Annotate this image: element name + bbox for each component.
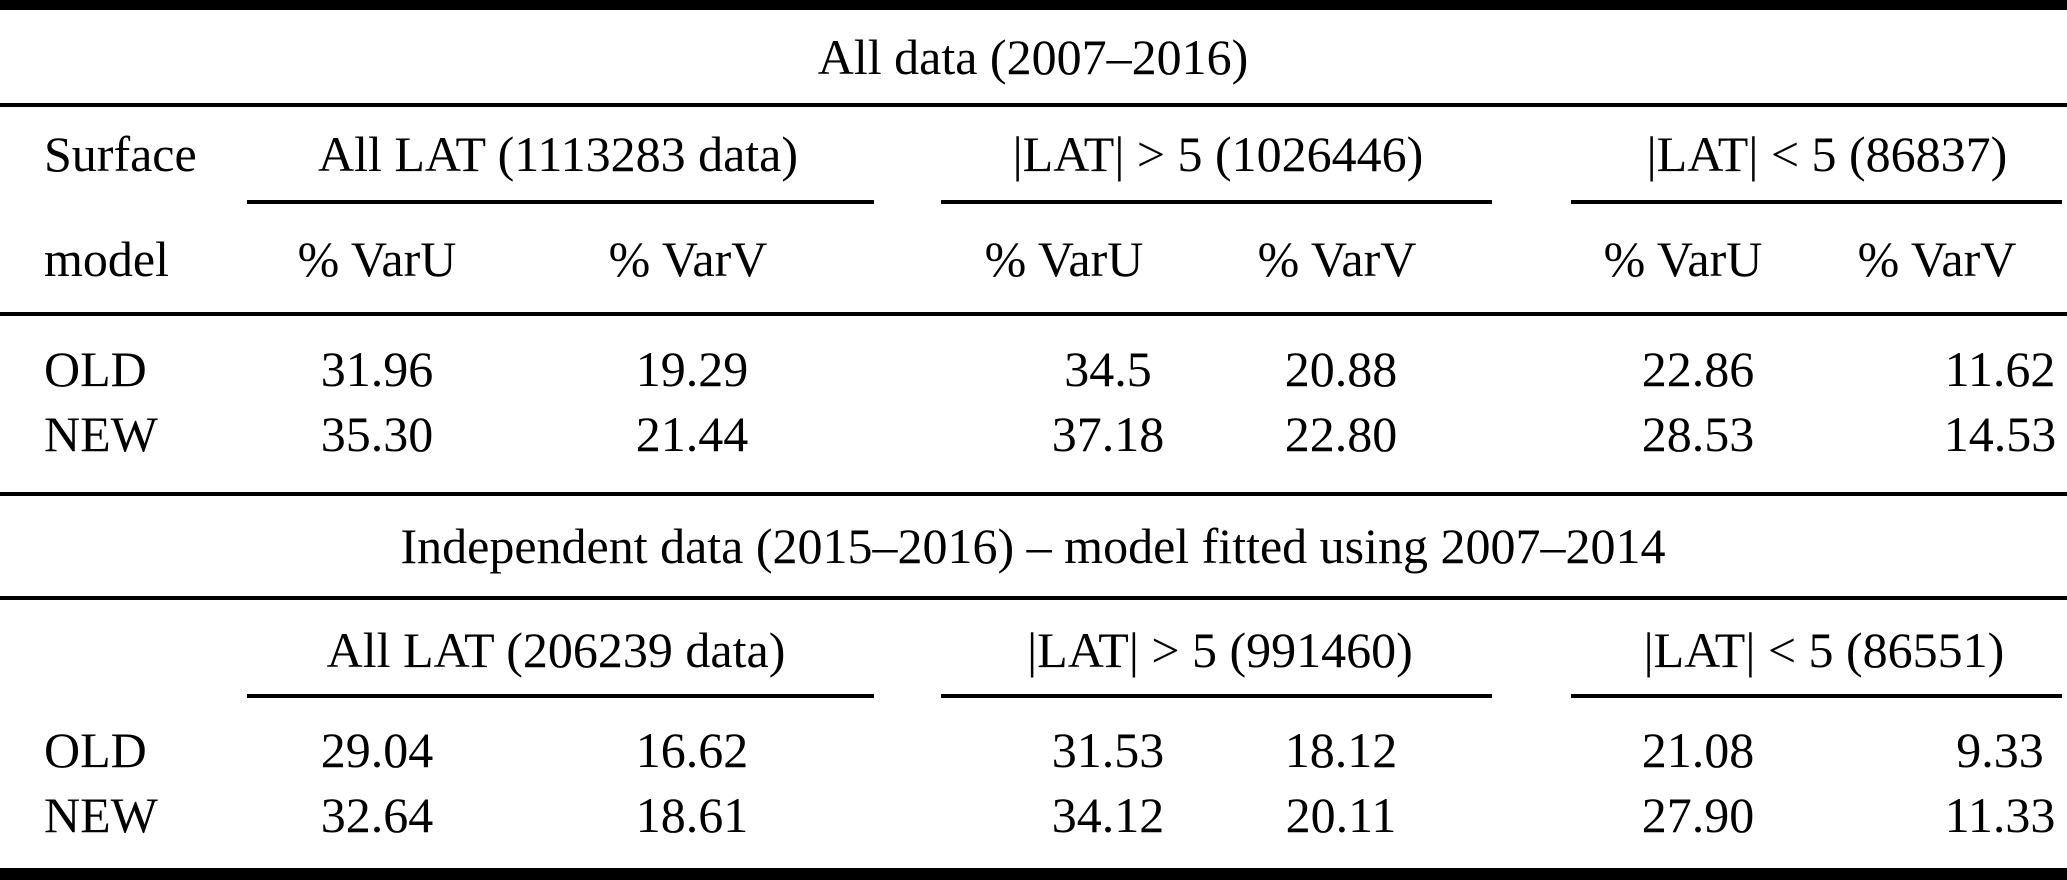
cmidrule-s2-g2 [941,694,1492,698]
value-cell: 21.08 [1641,722,1755,778]
value-cell: 22.86 [1641,341,1755,397]
value-cell: 29.04 [320,722,434,778]
col-header-g2-varv: % VarV [1257,231,1417,287]
section-1-title: All data (2007–2016) [817,29,1249,85]
value-cell: 11.33 [1944,787,2056,843]
cmidrule-s1-g3 [1571,200,2062,204]
row-label: OLD [44,722,147,778]
section-2-group-1-title: All LAT (206239 data) [326,622,786,678]
table-rule-top [0,0,2067,10]
row-label: NEW [44,787,158,843]
row-label: OLD [44,341,147,397]
value-cell: 22.80 [1284,406,1398,462]
value-cell: 28.53 [1641,406,1755,462]
value-cell: 37.18 [1051,406,1165,462]
row-header-line1: Surface [44,126,197,182]
value-cell: 32.64 [320,787,434,843]
col-header-g1-varu: % VarU [297,231,457,287]
value-cell: 34.5 [1064,341,1152,397]
table-rule-bottom [0,868,2067,880]
value-cell: 27.90 [1641,787,1755,843]
value-cell: 31.96 [320,341,434,397]
table-rule-under-subheader-1 [0,312,2067,316]
row-header-line2: model [44,231,169,287]
value-cell: 34.12 [1051,787,1165,843]
cmidrule-s2-g1 [247,694,874,698]
cmidrule-s2-g3 [1571,694,2062,698]
section-1-group-1-title: All LAT (1113283 data) [317,126,799,182]
value-cell: 18.12 [1284,722,1398,778]
table-rule-under-title-2 [0,596,2067,600]
value-cell: 16.62 [635,722,749,778]
value-cell: 35.30 [320,406,434,462]
col-header-g3-varu: % VarU [1603,231,1763,287]
col-header-g2-varu: % VarU [984,231,1144,287]
section-2-group-3-title: |LAT| < 5 (86551) [1643,622,2005,678]
table-rule-under-title-1 [0,103,2067,107]
section-1-group-2-title: |LAT| > 5 (1026446) [1012,126,1424,182]
col-header-g1-varv: % VarV [608,231,768,287]
section-1-group-3-title: |LAT| < 5 (86837) [1646,126,2008,182]
value-cell: 18.61 [635,787,749,843]
row-label: NEW [44,406,158,462]
value-cell: 21.44 [635,406,749,462]
value-cell: 20.11 [1285,787,1397,843]
value-cell: 20.88 [1284,341,1398,397]
value-cell: 19.29 [635,341,749,397]
section-2-group-2-title: |LAT| > 5 (991460) [1027,622,1413,678]
value-cell: 31.53 [1051,722,1165,778]
cmidrule-s1-g1 [247,200,874,204]
table-rule-section-divider [0,492,2067,496]
value-cell: 11.62 [1944,341,2056,397]
section-2-title: Independent data (2015–2016) – model fit… [400,518,1666,574]
value-cell: 14.53 [1943,406,2057,462]
value-cell: 9.33 [1956,722,2044,778]
cmidrule-s1-g2 [941,200,1492,204]
col-header-g3-varv: % VarV [1857,231,2017,287]
